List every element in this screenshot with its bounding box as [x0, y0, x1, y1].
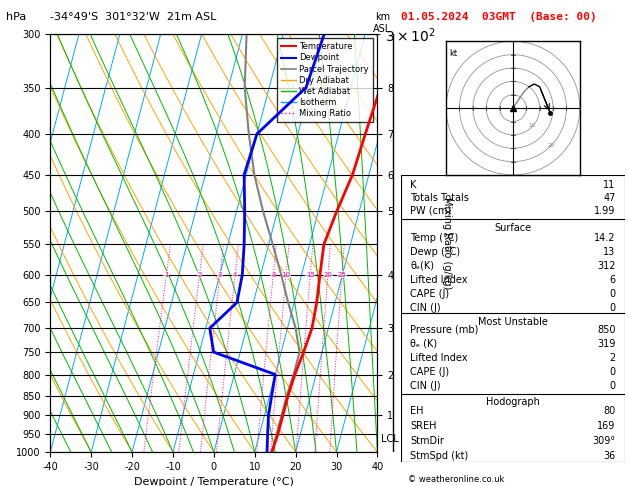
Text: K: K	[410, 180, 416, 190]
Text: 0: 0	[610, 366, 616, 377]
Text: 10: 10	[529, 123, 536, 128]
Text: 0: 0	[610, 381, 616, 391]
Text: 169: 169	[598, 421, 616, 431]
Text: StmSpd (kt): StmSpd (kt)	[410, 451, 469, 461]
Text: 47: 47	[603, 193, 616, 203]
Text: Hodograph: Hodograph	[486, 397, 540, 407]
Text: 6: 6	[610, 275, 616, 285]
Text: θₑ (K): θₑ (K)	[410, 339, 437, 348]
Text: 2: 2	[198, 272, 202, 278]
Text: Temp (°C): Temp (°C)	[410, 233, 459, 243]
Text: Lifted Index: Lifted Index	[410, 352, 468, 363]
Text: CIN (J): CIN (J)	[410, 303, 441, 313]
Text: 13: 13	[603, 247, 616, 257]
Text: Most Unstable: Most Unstable	[478, 317, 548, 327]
Text: hPa: hPa	[6, 12, 26, 22]
Text: Totals Totals: Totals Totals	[410, 193, 469, 203]
Text: 11: 11	[603, 180, 616, 190]
Text: 1: 1	[164, 272, 169, 278]
Text: PW (cm): PW (cm)	[410, 206, 452, 216]
Text: CAPE (J): CAPE (J)	[410, 289, 449, 299]
Text: 25: 25	[338, 272, 347, 278]
Text: 15: 15	[306, 272, 314, 278]
Text: 8: 8	[271, 272, 276, 278]
Text: LCL: LCL	[381, 434, 398, 444]
Text: 36: 36	[603, 451, 616, 461]
Text: 3: 3	[218, 272, 222, 278]
Text: EH: EH	[410, 406, 424, 416]
Text: Lifted Index: Lifted Index	[410, 275, 468, 285]
Text: SREH: SREH	[410, 421, 437, 431]
Text: 2: 2	[610, 352, 616, 363]
Text: Surface: Surface	[494, 224, 532, 233]
Text: 20: 20	[548, 142, 555, 148]
Text: © weatheronline.co.uk: © weatheronline.co.uk	[408, 474, 504, 484]
Text: 10: 10	[282, 272, 291, 278]
Text: 01.05.2024  03GMT  (Base: 00): 01.05.2024 03GMT (Base: 00)	[401, 12, 597, 22]
Text: 1.99: 1.99	[594, 206, 616, 216]
Text: 80: 80	[603, 406, 616, 416]
Text: -34°49'S  301°32'W  21m ASL: -34°49'S 301°32'W 21m ASL	[50, 12, 217, 22]
Y-axis label: Mixing Ratio (g/kg): Mixing Ratio (g/kg)	[442, 197, 452, 289]
Text: 0: 0	[610, 289, 616, 299]
Text: CIN (J): CIN (J)	[410, 381, 441, 391]
Text: kt: kt	[449, 50, 457, 58]
Text: 312: 312	[597, 260, 616, 271]
Text: 319: 319	[598, 339, 616, 348]
Text: 850: 850	[597, 325, 616, 334]
Text: Dewp (°C): Dewp (°C)	[410, 247, 460, 257]
Text: 4: 4	[233, 272, 237, 278]
Text: 14.2: 14.2	[594, 233, 616, 243]
Text: Pressure (mb): Pressure (mb)	[410, 325, 479, 334]
Text: km
ASL: km ASL	[373, 12, 392, 34]
Text: CAPE (J): CAPE (J)	[410, 366, 449, 377]
Text: StmDir: StmDir	[410, 435, 444, 446]
X-axis label: Dewpoint / Temperature (°C): Dewpoint / Temperature (°C)	[134, 477, 294, 486]
Text: 309°: 309°	[593, 435, 616, 446]
Text: θₑ(K): θₑ(K)	[410, 260, 434, 271]
Text: 0: 0	[610, 303, 616, 313]
Legend: Temperature, Dewpoint, Parcel Trajectory, Dry Adiabat, Wet Adiabat, Isotherm, Mi: Temperature, Dewpoint, Parcel Trajectory…	[277, 38, 373, 122]
Text: 20: 20	[323, 272, 332, 278]
